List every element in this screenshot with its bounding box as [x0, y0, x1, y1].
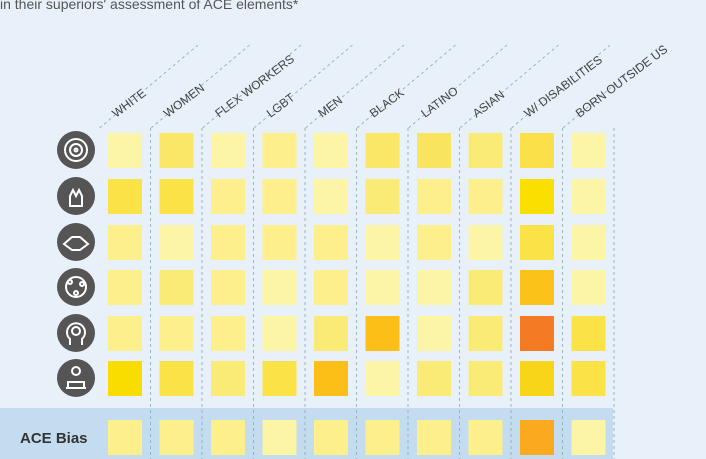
cell: [365, 420, 400, 455]
cell: [520, 361, 554, 396]
cell: [159, 361, 194, 396]
cell: [314, 179, 348, 214]
cell: [262, 316, 297, 351]
cell: [571, 420, 606, 455]
row-icons: [57, 131, 95, 397]
cell: [417, 133, 451, 168]
cell: [417, 420, 451, 455]
cell: [468, 270, 503, 305]
cell: [159, 133, 194, 168]
subtitle: in their superiors' assessment of ACE el…: [0, 0, 299, 12]
cell: [365, 361, 400, 396]
cell: [314, 270, 348, 305]
cell: [314, 133, 348, 168]
cell: [520, 316, 554, 351]
cell: [108, 316, 142, 351]
cell: [571, 270, 606, 305]
cell: [211, 225, 245, 260]
cell: [108, 420, 142, 455]
cell: [417, 270, 451, 305]
row-label: ACE Bias: [20, 430, 88, 447]
cell: [211, 361, 245, 396]
cell: [108, 361, 142, 396]
cell: [159, 420, 194, 455]
cell: [365, 179, 400, 214]
cell: [211, 270, 245, 305]
icon-glyphs: [62, 138, 90, 389]
cell: [211, 316, 245, 351]
cell: [520, 420, 554, 455]
cell: [159, 225, 194, 260]
cell: [314, 316, 348, 351]
cell: [520, 225, 554, 260]
cell: [365, 133, 400, 168]
cell: [468, 316, 503, 351]
cell: [262, 270, 297, 305]
cell: [365, 316, 400, 351]
cell: [365, 270, 400, 305]
cell: [417, 179, 451, 214]
cell: [314, 420, 348, 455]
cell: [211, 133, 245, 168]
cell: [262, 133, 297, 168]
cell: [520, 270, 554, 305]
cell: [262, 179, 297, 214]
cell: [211, 179, 245, 214]
cell: [468, 133, 503, 168]
cell: [159, 270, 194, 305]
cell: [365, 225, 400, 260]
cell: [211, 420, 245, 455]
cell: [314, 361, 348, 396]
cell: [417, 361, 451, 396]
cell: [262, 361, 297, 396]
cell: [314, 225, 348, 260]
cell: [417, 316, 451, 351]
cell: [108, 179, 142, 214]
cell: [468, 225, 503, 260]
cell: [159, 316, 194, 351]
cell: [468, 420, 503, 455]
cell: [108, 270, 142, 305]
cell: [571, 179, 606, 214]
cell: [520, 133, 554, 168]
cell: [108, 133, 142, 168]
cell: [262, 420, 297, 455]
cell: [108, 225, 142, 260]
cell: [262, 225, 297, 260]
cell: [571, 316, 606, 351]
cell: [417, 225, 451, 260]
cell: [571, 133, 606, 168]
cell: [159, 179, 194, 214]
cell: [468, 361, 503, 396]
cell: [468, 179, 503, 214]
cell: [520, 179, 554, 214]
cell: [571, 361, 606, 396]
cell: [571, 225, 606, 260]
